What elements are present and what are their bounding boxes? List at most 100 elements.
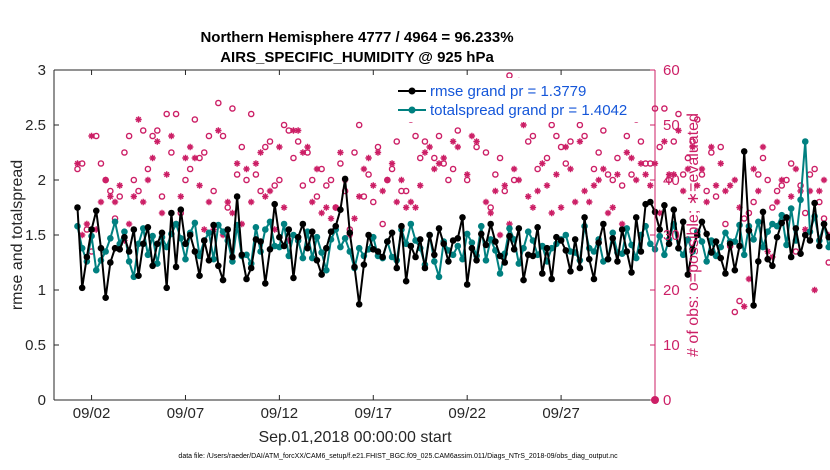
- rmse-point: [722, 270, 729, 277]
- rmse-point: [515, 225, 523, 232]
- possible-obs-point: [271, 182, 278, 189]
- possible-obs-point: [215, 99, 222, 107]
- evaluated-obs-point: [402, 204, 410, 211]
- evaluated-obs-point: [121, 237, 128, 244]
- possible-obs-point: [637, 138, 645, 145]
- rmse-point: [731, 266, 739, 274]
- rmse-point: [280, 242, 288, 250]
- possible-obs-point: [327, 176, 335, 184]
- y-tick-label-right: 0: [663, 392, 671, 409]
- rmse-point: [510, 246, 518, 253]
- possible-obs-point: [238, 143, 246, 151]
- rmse-point: [257, 238, 264, 245]
- evaluated-obs-point: [525, 193, 532, 200]
- rmse-point: [769, 262, 776, 270]
- evaluated-obs-point: [745, 275, 753, 283]
- evaluated-obs-point: [539, 160, 546, 167]
- rmse-point: [412, 253, 419, 261]
- evaluated-obs-point: [557, 204, 565, 211]
- rmse-point: [421, 264, 429, 272]
- evaluated-obs-point: [224, 198, 231, 206]
- evaluated-obs-point: [614, 171, 621, 178]
- rmse-point: [773, 233, 781, 241]
- rmse-point: [750, 302, 757, 309]
- spread-point: [435, 273, 443, 281]
- rmse-point: [825, 233, 830, 241]
- evaluated-obs-point: [712, 182, 720, 189]
- possible-obs-point: [825, 259, 830, 266]
- possible-obs-point: [736, 297, 743, 305]
- evaluated-obs-point: [309, 198, 316, 206]
- evaluated-obs-point: [623, 149, 631, 156]
- x-tick-label: 09/07: [167, 405, 205, 422]
- rmse-point: [670, 206, 678, 213]
- y-tick-label-right: 10: [663, 337, 680, 354]
- rmse-point: [271, 200, 278, 208]
- possible-obs-point: [337, 160, 344, 167]
- possible-obs-point: [233, 171, 241, 178]
- spread-point: [722, 229, 729, 237]
- evaluated-obs-point: [769, 253, 776, 261]
- rmse-point: [341, 175, 349, 183]
- spread-point: [482, 257, 490, 264]
- rmse-point: [247, 264, 255, 272]
- evaluated-obs-point: [642, 171, 649, 178]
- evaluated-obs-point: [675, 127, 682, 134]
- possible-obs-point: [623, 132, 631, 140]
- evaluated-obs-point: [806, 187, 814, 195]
- spread-point: [684, 236, 692, 243]
- possible-obs-point: [731, 308, 739, 316]
- possible-obs-point: [121, 149, 128, 156]
- y-axis-label-right: # of obs: o=possible; ∗=evaluated: [685, 113, 702, 357]
- possible-obs-point: [149, 132, 156, 140]
- rmse-point: [74, 204, 81, 211]
- possible-obs-point: [431, 154, 438, 162]
- evaluated-obs-point: [125, 220, 133, 228]
- possible-obs-point: [247, 110, 255, 118]
- x-tick-label: 09/17: [355, 405, 393, 422]
- spread-point: [590, 248, 598, 255]
- evaluated-obs-point: [816, 187, 823, 195]
- rmse-point: [637, 248, 645, 255]
- spread-point: [506, 225, 513, 232]
- evaluated-obs-point: [318, 209, 325, 217]
- spread-point: [172, 220, 180, 228]
- possible-obs-point: [97, 160, 105, 167]
- evaluated-obs-point: [440, 154, 447, 162]
- rmse-point: [92, 207, 100, 215]
- evaluated-obs-point: [576, 138, 584, 145]
- possible-obs-point: [313, 193, 321, 200]
- spread-point: [783, 241, 790, 249]
- rmse-point: [407, 242, 415, 250]
- evaluated-obs-point: [609, 204, 616, 211]
- rmse-point: [351, 263, 358, 271]
- rmse-point: [102, 294, 109, 302]
- evaluated-obs-point: [407, 198, 415, 206]
- rmse-point: [454, 235, 462, 242]
- rmse-point: [698, 218, 706, 226]
- evaluated-obs-point: [543, 182, 551, 189]
- rmse-point: [632, 214, 640, 221]
- possible-obs-point: [628, 171, 635, 178]
- rmse-point: [539, 270, 546, 277]
- evaluated-obs-point: [787, 193, 795, 200]
- rmse-point: [797, 250, 804, 257]
- possible-obs-point: [449, 165, 457, 173]
- possible-obs-point: [581, 132, 588, 140]
- possible-obs-point: [355, 121, 363, 129]
- spread-point: [459, 255, 466, 263]
- possible-obs-point: [393, 138, 401, 145]
- rmse-point: [468, 244, 476, 252]
- rmse-point: [398, 222, 405, 230]
- possible-obs-point: [294, 138, 302, 145]
- evaluated-obs-point: [741, 303, 748, 310]
- evaluated-obs-point: [365, 154, 372, 162]
- spread-point: [773, 222, 781, 230]
- spread-point: [431, 258, 438, 265]
- rmse-point: [628, 269, 635, 276]
- rmse-point: [726, 240, 734, 248]
- evaluated-obs-point: [243, 165, 250, 173]
- evaluated-obs-point: [773, 198, 781, 206]
- possible-obs-point: [754, 171, 762, 178]
- evaluated-obs-point: [600, 165, 607, 173]
